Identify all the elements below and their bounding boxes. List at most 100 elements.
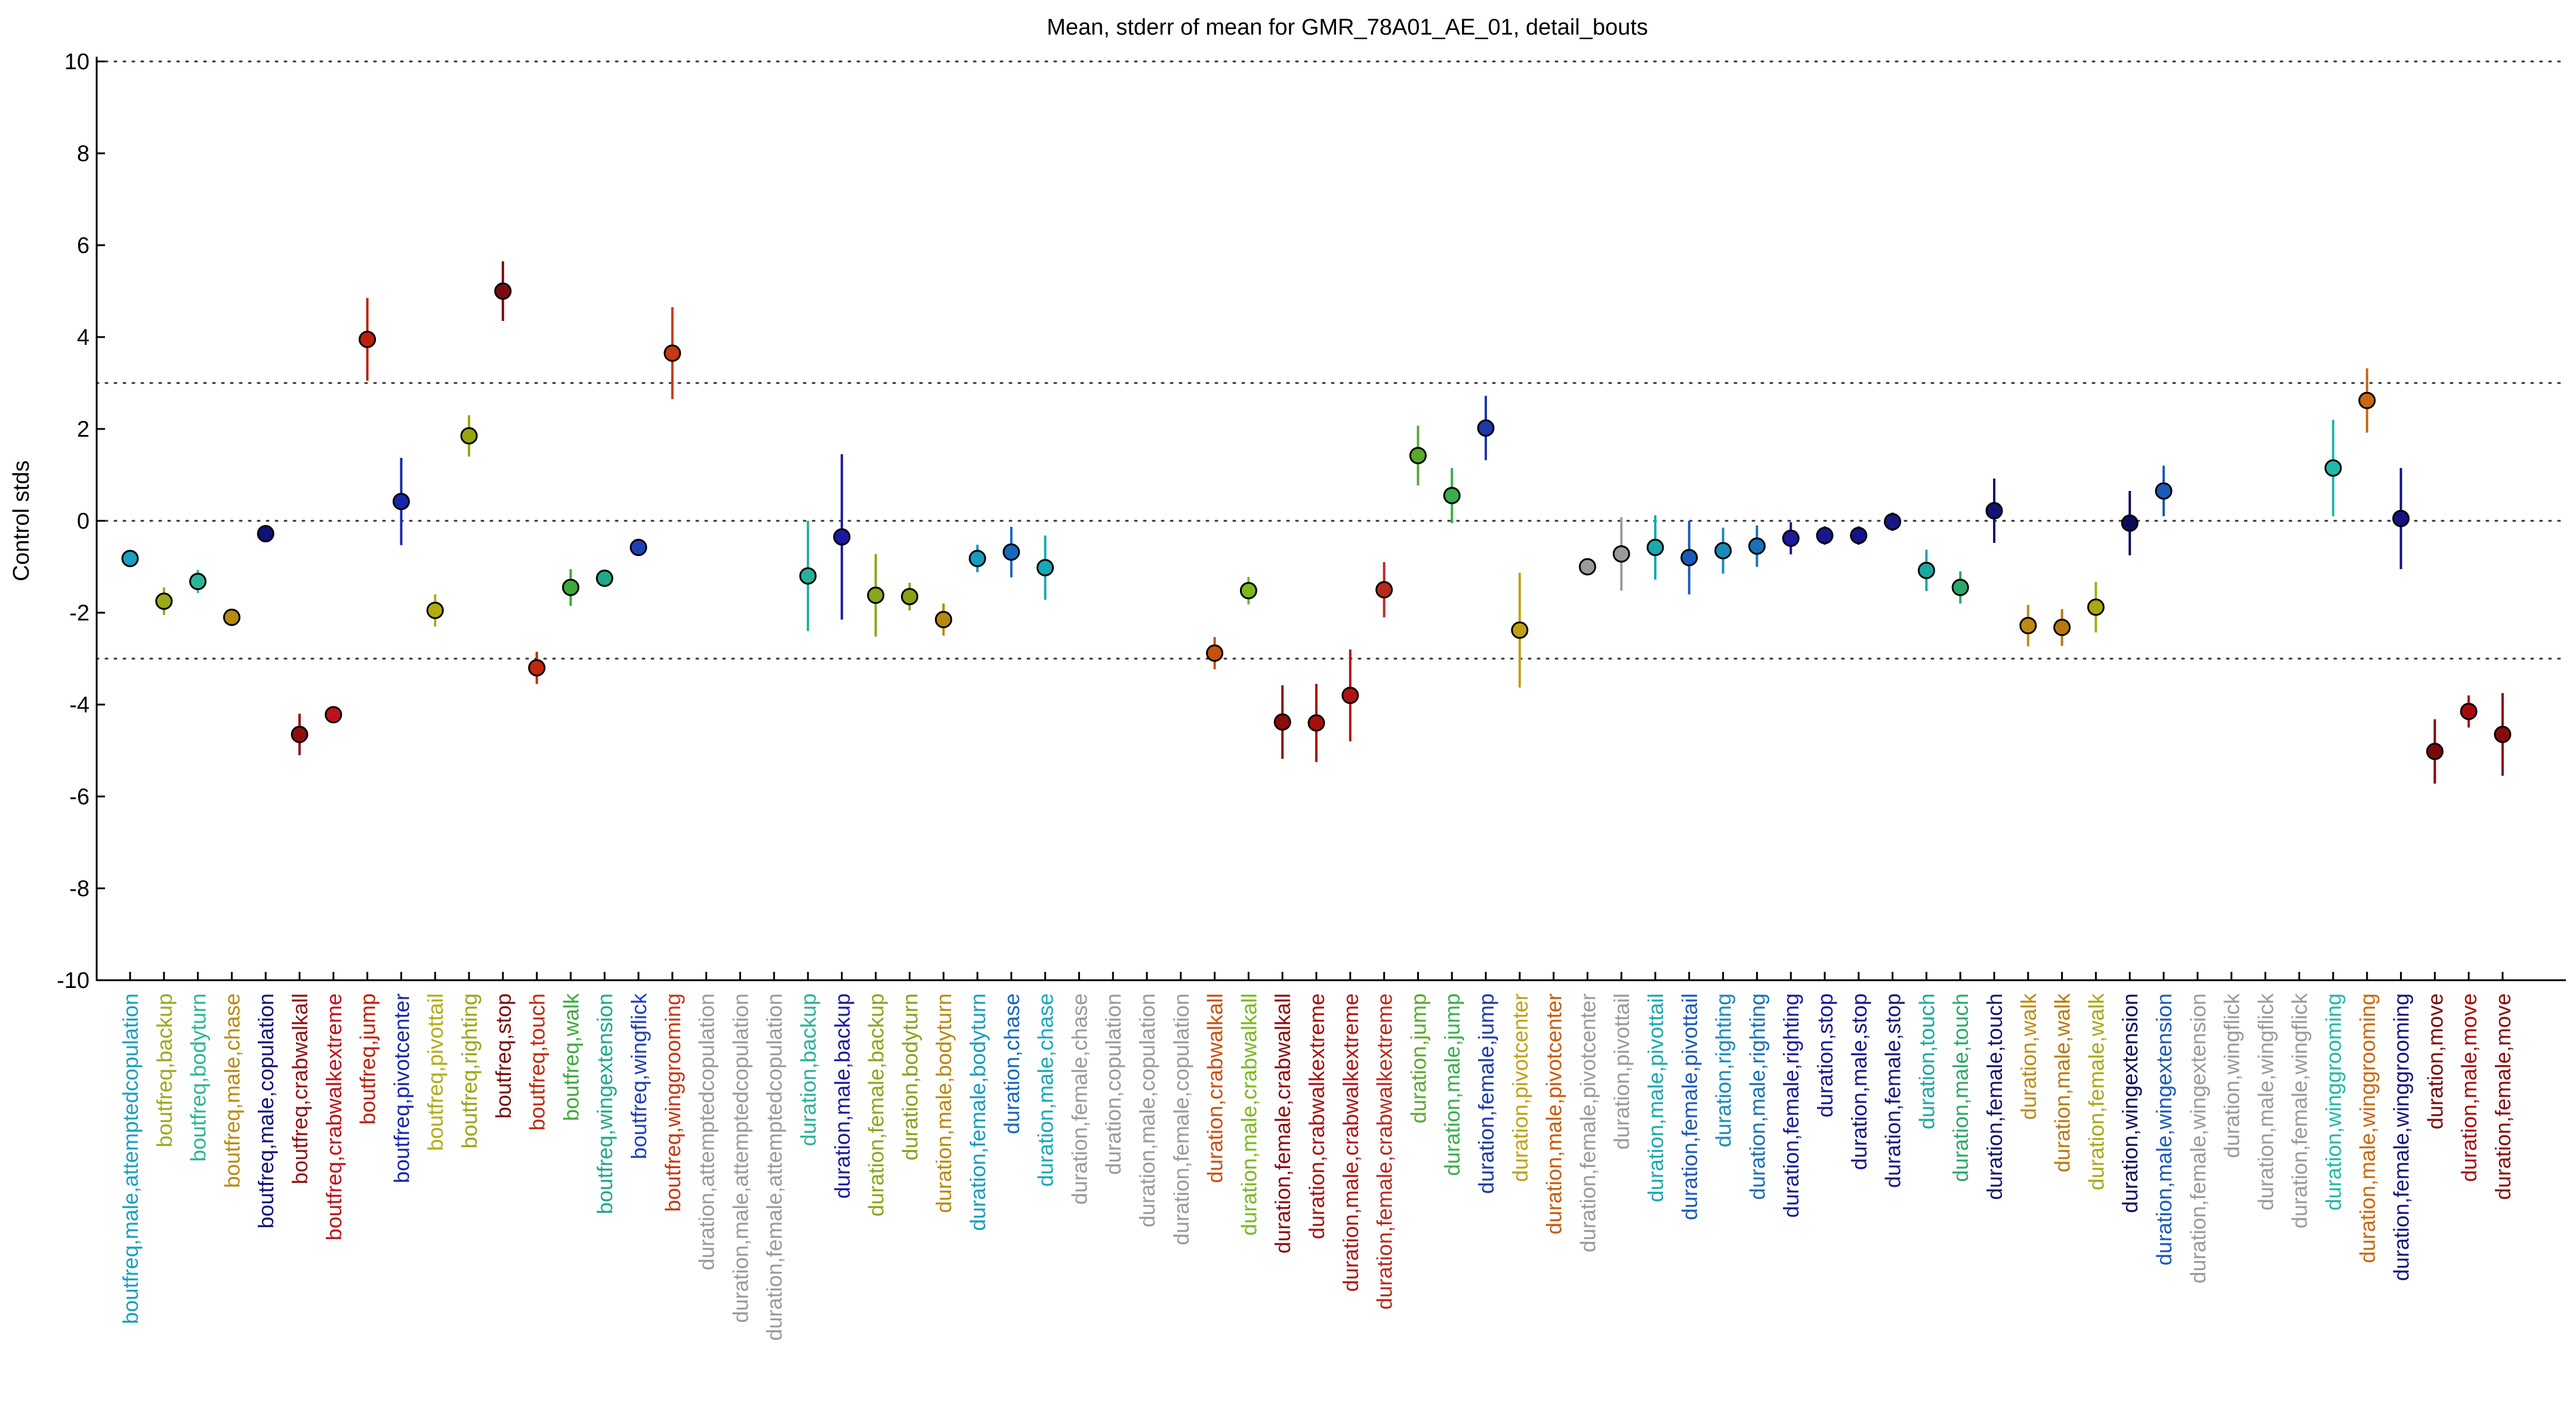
x-tick-label: duration,male,wingflick — [2253, 993, 2278, 1210]
mean-point — [2494, 725, 2512, 743]
y-axis-ticks: 10 8 6 4 2 0 -2 -4 -6 -8 -10 — [57, 50, 105, 993]
x-tick-label: duration,male,stop — [1847, 993, 1871, 1170]
x-tick-label: duration,crabwalkall — [1203, 993, 1227, 1183]
x-tick-label: duration,male,touch — [1948, 993, 1973, 1182]
x-tick-label: duration,walk — [2016, 993, 2041, 1120]
x-tick-label: duration,touch — [1914, 993, 1939, 1129]
mean-point — [2358, 391, 2376, 409]
y-tick-label: -10 — [57, 968, 90, 993]
y-tick-label: 2 — [77, 417, 90, 442]
x-tick-label: duration,stop — [1813, 993, 1837, 1117]
mean-point — [426, 601, 444, 619]
mean-point — [1850, 527, 1868, 545]
x-tick-label: duration,winggrooming — [2321, 993, 2346, 1210]
x-tick-label: duration,wingextension — [2118, 993, 2142, 1213]
x-tick-label: duration,female,wingflick — [2287, 993, 2312, 1228]
y-tick-label: 10 — [64, 50, 90, 75]
x-tick-label: duration,male,jump — [1440, 993, 1464, 1176]
x-tick-label: boutfreq,backup — [152, 993, 177, 1147]
mean-point — [1443, 487, 1461, 505]
y-tick-label: 6 — [77, 233, 90, 258]
x-tick-label: boutfreq,pivottail — [423, 993, 448, 1151]
x-tick-label: duration,copulation — [1101, 993, 1125, 1175]
x-tick-label: duration,female,walk — [2084, 993, 2108, 1190]
mean-point — [460, 427, 478, 445]
mean-point — [1375, 581, 1393, 598]
mean-point — [1748, 537, 1766, 555]
mean-point — [1273, 713, 1291, 731]
x-tick-label: boutfreq,righting — [457, 993, 482, 1148]
mean-point — [1036, 559, 1054, 577]
x-tick-label: duration,female,copulation — [1169, 993, 1193, 1245]
x-tick-label: boutfreq,male,attemptedcopulation — [118, 993, 143, 1324]
x-tick-label: duration,male,copulation — [1135, 993, 1159, 1227]
x-tick-label: duration,male,chase — [1034, 993, 1058, 1187]
y-tick-label: 0 — [77, 509, 90, 534]
x-tick-label: duration,female,stop — [1881, 993, 1905, 1188]
y-tick-label: -4 — [69, 693, 90, 718]
mean-point — [1409, 447, 1427, 465]
x-tick-label: duration,attemptedcopulation — [695, 993, 719, 1270]
mean-point — [1782, 529, 1800, 547]
mean-point — [630, 539, 647, 557]
mean-point — [799, 567, 817, 585]
x-tick-label: duration,pivottail — [1609, 993, 1634, 1150]
mean-point — [1477, 419, 1495, 437]
x-tick-label: boutfreq,male,chase — [220, 993, 244, 1188]
mean-point — [1646, 539, 1664, 557]
mean-point — [223, 609, 240, 626]
x-tick-label: duration,female,pivotcenter — [1575, 993, 1600, 1252]
y-axis-label: Control stds — [9, 461, 34, 582]
x-tick-label: duration,backup — [796, 993, 820, 1146]
mean-point — [2155, 482, 2173, 500]
y-tick-label: 8 — [77, 141, 90, 166]
mean-point — [1341, 687, 1359, 705]
mean-point — [867, 586, 885, 604]
mean-point — [121, 549, 139, 567]
mean-point — [2426, 743, 2444, 761]
x-tick-label: duration,female,move — [2491, 993, 2515, 1200]
mean-point — [2087, 598, 2105, 616]
mean-point — [596, 569, 613, 587]
mean-point — [189, 573, 207, 591]
y-tick-label: 4 — [77, 325, 90, 350]
mean-point — [968, 549, 986, 567]
gridlines — [95, 60, 2567, 981]
x-tick-label: duration,female,winggrooming — [2389, 993, 2414, 1281]
axes — [95, 57, 2566, 981]
x-tick-label: duration,female,pivottail — [1677, 993, 1702, 1220]
mean-point — [2121, 514, 2139, 532]
chart-title: Mean, stderr of mean for GMR_78A01_AE_01… — [1047, 15, 1648, 40]
y-tick-label: -2 — [69, 601, 90, 626]
x-tick-label: duration,male,crabwalkextreme — [1338, 993, 1363, 1292]
mean-point — [1307, 714, 1325, 732]
x-tick-label: duration,male,backup — [830, 993, 854, 1199]
mean-point — [900, 588, 918, 606]
mean-point — [1612, 545, 1630, 563]
x-tick-label: duration,male,bodyturn — [931, 993, 956, 1213]
x-tick-label: duration,jump — [1406, 993, 1430, 1123]
x-tick-label: boutfreq,walk — [559, 993, 583, 1121]
x-tick-label: boutfreq,wingflick — [627, 993, 651, 1159]
x-tick-label: duration,bodyturn — [897, 993, 922, 1160]
mean-point — [1511, 621, 1529, 639]
mean-point — [2392, 509, 2410, 527]
x-tick-label: duration,male,wingextension — [2152, 993, 2176, 1265]
mean-point — [1985, 502, 2003, 520]
mean-point — [1680, 549, 1698, 567]
x-tick-label: duration,female,crabwalkall — [1270, 993, 1295, 1253]
x-tick-label: duration,female,chase — [1067, 993, 1091, 1205]
x-tick-label: duration,pivotcenter — [1508, 993, 1532, 1182]
x-tick-label: duration,male,attemptedcopulation — [728, 993, 752, 1323]
mean-point — [1816, 527, 1834, 545]
x-tick-label: boutfreq,touch — [525, 993, 550, 1131]
x-tick-label: boutfreq,pivotcenter — [389, 993, 414, 1183]
mean-point — [155, 592, 173, 610]
x-tick-label: boutfreq,crabwalkall — [288, 993, 312, 1184]
mean-point — [1714, 542, 1732, 560]
mean-point — [494, 282, 512, 300]
x-tick-label: duration,male,pivotcenter — [1542, 993, 1566, 1234]
mean-point — [2053, 619, 2071, 637]
x-tick-label: duration,female,backup — [864, 993, 889, 1216]
x-tick-label: boutfreq,crabwalkextreme — [322, 993, 346, 1240]
